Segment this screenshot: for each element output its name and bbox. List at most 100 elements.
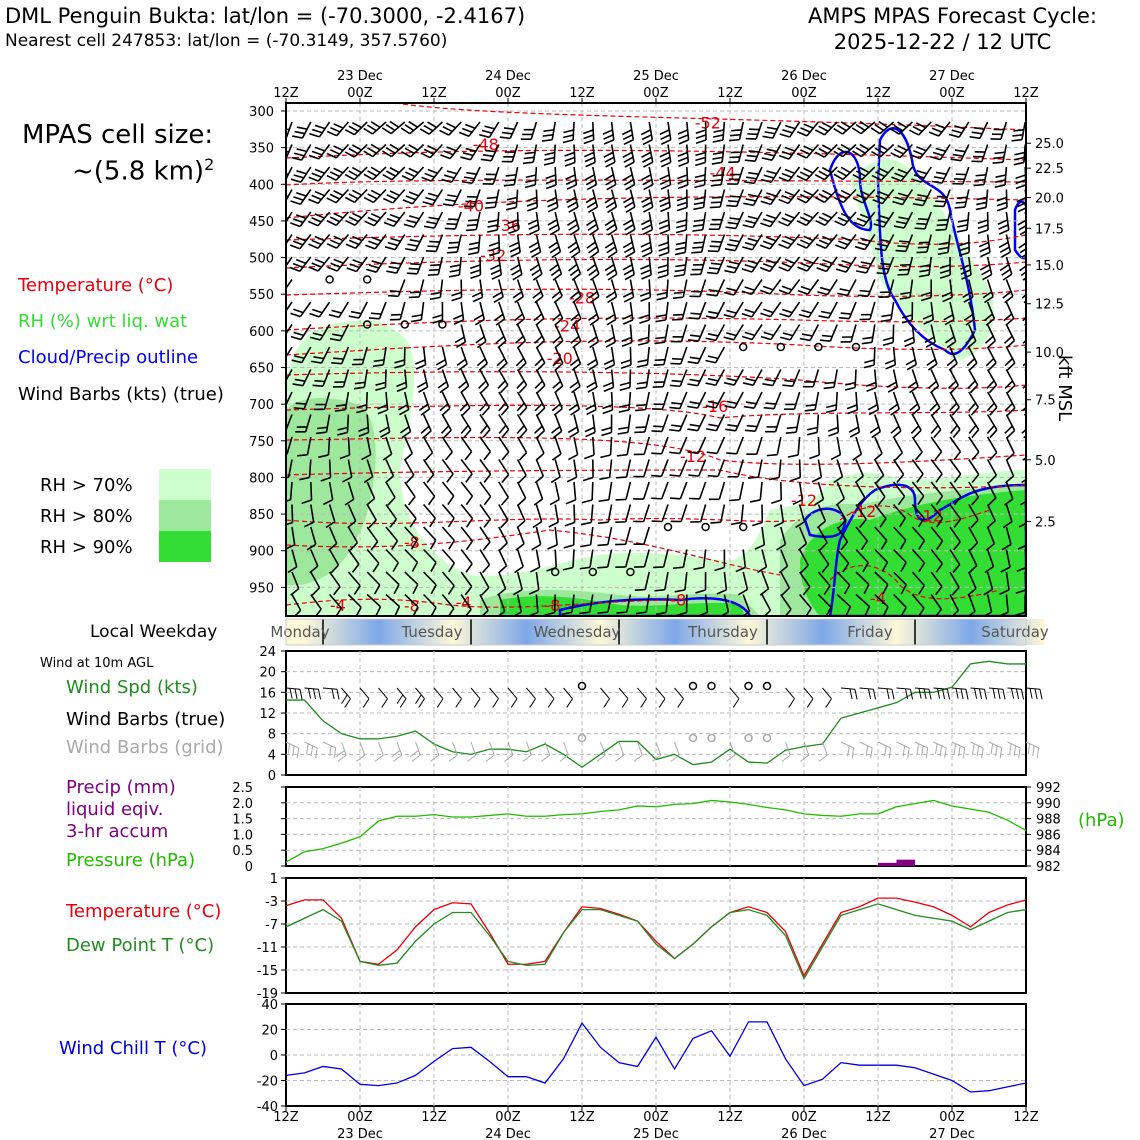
pressure-tick-label: 986 <box>1036 828 1061 843</box>
calm-marker-true <box>707 681 716 691</box>
weekday-label: Wednesday <box>534 623 621 641</box>
wind-barb <box>528 571 540 595</box>
wind-barb <box>616 436 632 457</box>
wind-barb <box>535 436 545 461</box>
bottom-time-label: 12Z <box>421 1110 447 1125</box>
weekday-label: Thursday <box>687 623 758 641</box>
wind-barb <box>986 391 998 416</box>
xs-ytick-label: 750 <box>249 435 274 450</box>
wind-barb <box>287 549 298 574</box>
isotherm-label: -12 <box>850 502 876 521</box>
wind-barb <box>1022 324 1026 349</box>
wind-barb <box>328 301 350 319</box>
wind-barb <box>441 436 453 461</box>
wind-barb-true <box>896 687 914 700</box>
wind-barb <box>461 166 481 185</box>
kft-tick-label: 25.0 <box>1035 137 1064 152</box>
xs-ytick-label: 950 <box>249 581 274 596</box>
wind-barb <box>552 346 564 371</box>
nearest-cell-label: Nearest cell 247853: lat/lon = (-70.3149… <box>5 31 448 51</box>
wind-barb <box>1017 211 1026 236</box>
wind-barb-true <box>933 687 951 700</box>
wind-barb-grid <box>896 741 910 759</box>
wind-barb <box>309 549 319 574</box>
wind-barb <box>719 594 730 616</box>
wind-barb <box>382 166 406 181</box>
wind-barb <box>290 166 312 183</box>
wind-barb <box>814 481 825 506</box>
wind-barb <box>291 144 312 161</box>
wind-barb <box>356 391 368 414</box>
pressure-tick-label: 990 <box>1036 797 1061 812</box>
wind-barb <box>564 144 576 167</box>
temp-tick-label: -15 <box>257 964 278 979</box>
wind-barb <box>817 549 830 573</box>
wind-barb <box>889 121 913 135</box>
wind-barb <box>706 436 726 455</box>
wind-barb <box>310 594 322 616</box>
wind-barb <box>524 166 538 189</box>
wind-barb <box>385 526 399 551</box>
wind-barb <box>566 459 578 483</box>
wind-barb <box>602 121 615 145</box>
wind-barb <box>870 120 895 135</box>
wind-barb <box>463 189 481 208</box>
wind-barb <box>579 549 594 570</box>
wind-barb <box>366 571 381 595</box>
wind-ytick-label: 24 <box>259 645 276 660</box>
wind-barb <box>817 526 828 551</box>
wind-barb <box>394 346 406 369</box>
pressure-line <box>285 799 1027 863</box>
wind-barb <box>836 548 850 573</box>
windchill-label: Wind Chill T (°C) <box>59 1038 207 1059</box>
wind-barb <box>615 526 632 546</box>
wind-panel: 0 4 8 12 16 20 24 <box>259 645 1043 784</box>
wind-barb <box>725 414 744 432</box>
wind-barb-true <box>415 687 425 708</box>
wind-barb <box>759 279 782 295</box>
wind-barb <box>622 189 636 213</box>
wind-barb <box>286 346 293 359</box>
wind-barb <box>952 166 970 185</box>
wind-barb <box>318 436 331 459</box>
wind-barb <box>833 188 857 204</box>
xs-time-tick-label: 12Z <box>569 86 595 101</box>
wind-barb <box>928 121 951 137</box>
wind-barb <box>687 436 707 455</box>
wind-barb <box>544 594 556 616</box>
wind-barb <box>1021 279 1026 304</box>
wind-barb <box>658 211 671 235</box>
wind-barb <box>337 414 350 436</box>
wind-barb <box>635 369 650 390</box>
wind-barb <box>946 346 958 371</box>
wind-barb <box>619 369 632 392</box>
local-weekday-label: Local Weekday <box>90 622 218 642</box>
weekday-label: Monday <box>270 623 329 641</box>
wind-barb <box>505 189 519 211</box>
wind-barb <box>289 256 312 273</box>
wind-barb <box>366 593 382 616</box>
wind-barb <box>761 144 782 161</box>
wind-barb <box>315 414 331 435</box>
wind-barb-grid <box>840 741 855 759</box>
xs-date-label: 25 Dec <box>633 69 679 84</box>
wind-barb <box>482 166 500 185</box>
wind-barb <box>727 459 744 478</box>
calm-marker-grid <box>577 733 587 743</box>
wind-barb <box>1015 166 1026 190</box>
wind-barb <box>950 144 970 162</box>
wind-barb <box>308 256 331 272</box>
wind-barb <box>479 571 490 596</box>
wind-barb <box>507 211 520 235</box>
wind-barb-true <box>840 687 858 700</box>
kft-tick-label: 2.5 <box>1035 515 1056 530</box>
wind-barb <box>930 503 944 528</box>
wind-barb <box>364 211 387 227</box>
wind-barb <box>488 234 501 257</box>
wind-barb-true <box>859 687 877 700</box>
calm-marker <box>663 522 673 532</box>
wind-barb <box>743 166 763 185</box>
wind-barb <box>604 189 618 214</box>
wind-barb <box>460 481 474 506</box>
wind-barb <box>551 391 563 416</box>
